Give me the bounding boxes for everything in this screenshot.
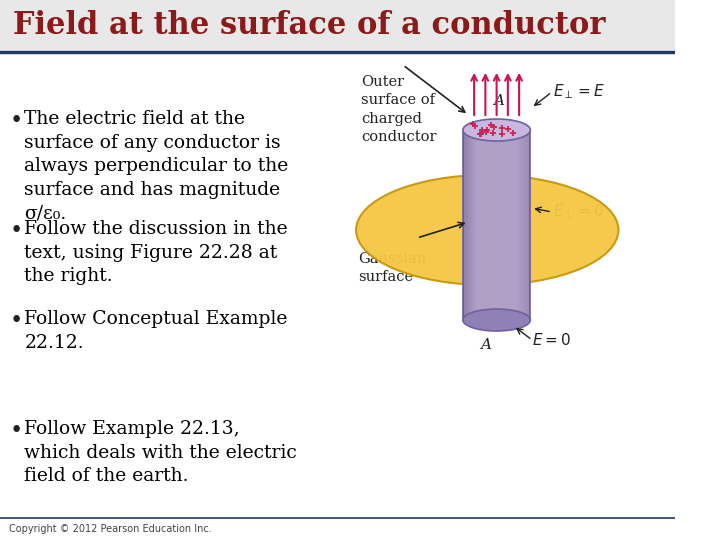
Text: Copyright © 2012 Pearson Education Inc.: Copyright © 2012 Pearson Education Inc. [9, 524, 212, 534]
Bar [518, 130, 519, 320]
Bar [523, 130, 525, 320]
Text: Outer
surface of
charged
conductor: Outer surface of charged conductor [361, 75, 436, 144]
Bar [474, 130, 475, 320]
Text: $E = 0$: $E = 0$ [532, 332, 571, 348]
Text: Gaussian
surface: Gaussian surface [358, 252, 426, 285]
Text: Follow the discussion in the
text, using Figure 22.28 at
the right.: Follow the discussion in the text, using… [24, 220, 288, 285]
Text: •: • [9, 220, 22, 242]
Bar [525, 130, 526, 320]
Bar [517, 130, 518, 320]
Bar [521, 130, 522, 320]
Bar [473, 130, 474, 320]
Bar [464, 130, 466, 320]
Bar [466, 130, 467, 320]
Bar [520, 130, 521, 320]
Text: The electric field at the
surface of any conductor is
always perpendicular to th: The electric field at the surface of any… [24, 110, 289, 222]
Ellipse shape [463, 119, 531, 141]
Bar [526, 130, 528, 320]
Bar [522, 130, 523, 320]
Bar [475, 130, 476, 320]
Bar [529, 130, 531, 320]
Bar [469, 130, 470, 320]
Bar [528, 130, 529, 320]
Text: Field at the surface of a conductor: Field at the surface of a conductor [13, 10, 606, 40]
Text: •: • [9, 310, 22, 332]
Ellipse shape [463, 309, 531, 331]
Bar [463, 130, 531, 320]
Text: A: A [493, 94, 504, 108]
Text: •: • [9, 420, 22, 442]
Bar [519, 130, 520, 320]
Bar [470, 130, 472, 320]
Bar [472, 130, 473, 320]
Text: Follow Example 22.13,
which deals with the electric
field of the earth.: Follow Example 22.13, which deals with t… [24, 420, 297, 485]
Text: $E_\perp = 0$: $E_\perp = 0$ [553, 202, 604, 221]
FancyBboxPatch shape [0, 0, 675, 50]
Bar [463, 130, 464, 320]
Text: Follow Conceptual Example
22.12.: Follow Conceptual Example 22.12. [24, 310, 288, 352]
Ellipse shape [356, 175, 618, 285]
Bar [476, 130, 477, 320]
Bar [467, 130, 469, 320]
Text: $E_\perp = E$: $E_\perp = E$ [553, 83, 605, 102]
Text: •: • [9, 110, 22, 132]
Text: A: A [480, 338, 491, 352]
